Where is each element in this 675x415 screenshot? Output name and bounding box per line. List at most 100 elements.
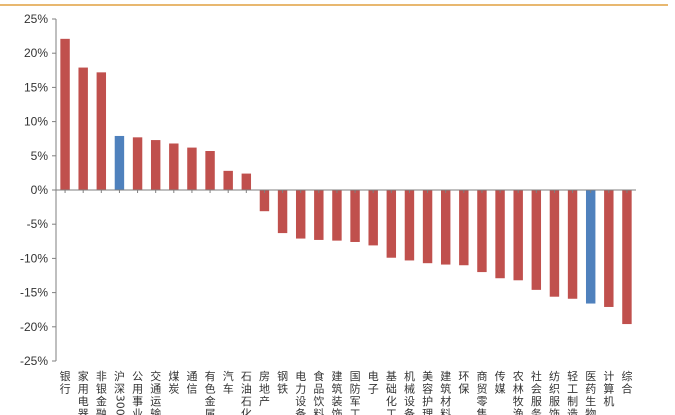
x-label-char: 属 [205, 408, 216, 415]
x-label-char: 行 [60, 383, 71, 396]
x-label-char: 理 [422, 408, 433, 415]
x-label-char: 军 [350, 395, 361, 408]
x-label-char: 农 [513, 369, 524, 383]
x-label-房地产: 房地产 [259, 370, 270, 408]
x-label-char: 装 [331, 395, 342, 408]
x-label-char: 汽 [223, 369, 234, 383]
bar-社会服务 [531, 190, 542, 290]
x-label-char: 色 [205, 382, 216, 396]
bar-计算机 [604, 190, 614, 307]
x-label-char: 煤 [168, 370, 179, 383]
x-label-char: 防 [350, 382, 361, 396]
x-axis [56, 189, 636, 193]
bar-家用电器 [78, 67, 88, 190]
x-label-char: 容 [422, 382, 433, 396]
x-label-char: 金 [205, 394, 216, 408]
x-label-char: 计 [603, 370, 614, 383]
x-label-char: 房 [259, 370, 270, 383]
x-label-综合: 综合 [621, 369, 632, 396]
x-label-char: 机 [603, 394, 614, 408]
x-label-char: 械 [404, 382, 415, 396]
x-label-通信: 通信 [186, 370, 197, 396]
x-label-char: 织 [549, 383, 560, 396]
x-label-char: 车 [223, 382, 234, 396]
x-label-char: 渔 [513, 408, 524, 415]
y-tick-label: 5% [31, 149, 49, 163]
x-label-char: 工 [567, 383, 578, 396]
y-tick-label: 20% [24, 46, 48, 60]
bar-纺织服饰 [549, 190, 560, 297]
x-label-char: 算 [603, 382, 614, 396]
x-label-char: 运 [150, 395, 161, 408]
bar-沪深300 [114, 135, 125, 190]
x-label-char: 家 [78, 369, 89, 383]
x-label-char: 料 [440, 407, 451, 415]
x-label-char: 事 [132, 395, 143, 408]
x-label-char: 护 [422, 394, 433, 408]
x-label-char: 社 [531, 369, 542, 383]
bar-建筑装饰 [332, 190, 342, 241]
x-label-char: 媒 [495, 383, 506, 396]
x-label-char: 售 [476, 407, 487, 415]
x-label-char: 输 [150, 407, 161, 415]
x-label-char: 产 [259, 394, 270, 408]
bar-银行 [60, 38, 70, 191]
bar-交通运输 [150, 140, 161, 190]
x-label-银行: 银行 [60, 369, 71, 396]
x-label-char: 保 [458, 382, 469, 396]
x-label-char: 环 [458, 370, 469, 383]
x-label-char: 筑 [331, 382, 342, 396]
x-label-char: 备 [295, 407, 306, 415]
y-tick-label: -15% [20, 286, 48, 300]
x-label-char: 务 [531, 408, 542, 415]
x-label-char: 饮 [313, 395, 324, 408]
y-tick-label: 0% [31, 183, 49, 197]
bar-农林牧渔 [513, 190, 523, 281]
x-label-char: 商 [476, 369, 487, 383]
x-label-汽车: 汽车 [223, 369, 234, 396]
x-label-char: 药 [585, 383, 596, 396]
x-label-char: 建 [440, 369, 451, 383]
x-label-char: 沪 [114, 369, 125, 383]
x-label-char: 力 [295, 383, 306, 396]
x-label-char: 零 [476, 395, 487, 408]
y-tick-label: -10% [20, 251, 48, 265]
x-label-char: 铁 [277, 383, 288, 396]
x-label-char: 深 [114, 383, 125, 396]
x-label-计算机: 计算机 [603, 370, 614, 408]
x-label-char: 交 [150, 369, 161, 383]
x-label-char: 国 [350, 370, 361, 383]
x-label-char: 通 [186, 370, 197, 383]
x-label-char: 钢 [277, 370, 288, 383]
x-label-char: 物 [585, 407, 596, 415]
x-label-char: 非 [96, 370, 107, 383]
x-label-char: 用 [78, 383, 89, 396]
x-label-钢铁: 钢铁 [277, 370, 288, 396]
x-label-char: 服 [549, 395, 560, 408]
x-label-char: 医 [585, 370, 596, 383]
x-label-char: 贸 [476, 383, 487, 396]
x-label-char: 饰 [331, 407, 342, 415]
x-label-char: 建 [331, 369, 342, 383]
x-label-char: 信 [186, 383, 197, 396]
x-axis-labels: 银行家用电器非银金融沪深300公用事业交通运输煤炭通信有色金属汽车石油石化房地产… [60, 369, 633, 415]
x-label-char: 会 [531, 383, 542, 396]
bar-医药生物 [585, 190, 596, 304]
bar-综合 [622, 190, 632, 325]
bar-房地产 [259, 190, 270, 212]
x-label-char: 银 [96, 382, 107, 396]
x-label-char: 造 [567, 407, 578, 415]
x-label-char: 材 [440, 394, 451, 408]
x-label-char: 化 [386, 394, 397, 408]
bar-电子 [368, 190, 378, 246]
x-label-char: 工 [386, 408, 397, 415]
bar-美容护理 [422, 190, 433, 264]
x-label-char: 器 [78, 408, 89, 415]
